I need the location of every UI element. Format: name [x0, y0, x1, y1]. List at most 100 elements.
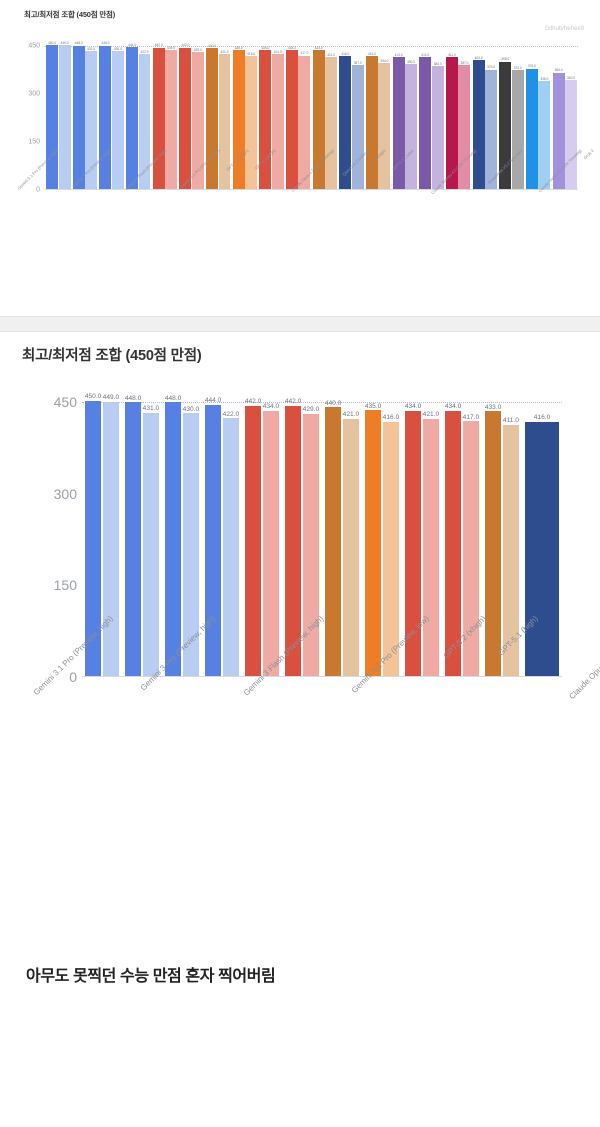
bar-value-label: 422.0 [223, 412, 240, 419]
bar-low[interactable]: 390.0 [405, 64, 417, 189]
x-axis-label-slot: Gemini 3 Pro (Preview, high) [109, 614, 211, 623]
x-axis-label-slot: Gemini 3 Flash (Preview, high) [210, 614, 319, 623]
bar-value-label: 387.0 [460, 62, 468, 65]
bar-value-label: 442.0 [181, 44, 189, 47]
bar-low[interactable]: 422.0 [223, 418, 239, 676]
x-axis-label-slot: GPT-5.2 (xhigh) [217, 148, 246, 153]
bar-low[interactable]: 449.0 [59, 45, 71, 189]
bar-low[interactable]: 384.0 [432, 66, 444, 189]
bar-high[interactable]: 434.0 [259, 50, 271, 189]
bar-low[interactable]: 421.0 [272, 54, 284, 189]
bar-value-label: 336.0 [540, 78, 548, 81]
bar-group[interactable]: 435.0416.0 [362, 402, 402, 676]
bar-high[interactable]: 433.0 [485, 411, 501, 676]
bar-value-label: 440.0 [325, 401, 342, 408]
bar-group[interactable]: 434.0417.0 [285, 46, 312, 189]
bar-low[interactable]: 416.0 [383, 422, 399, 676]
x-axis-label-slot: Gemini 3 Flash (Preview, high) [108, 148, 164, 153]
bar-value-label: 444.0 [128, 44, 136, 47]
bar-value-label: 416.0 [383, 415, 400, 422]
x-axis-label-slot: DeepSeek-V3.2 Specialer [473, 148, 520, 153]
bar-low[interactable]: 430.0 [112, 51, 124, 189]
bar-value-label: 387.0 [354, 62, 362, 65]
bar-group[interactable]: 376.0336.0 [525, 46, 552, 189]
bar-low[interactable]: 421.0 [423, 419, 439, 676]
bar-group[interactable]: 442.0434.0 [242, 402, 282, 676]
bar-value-label: 376.0 [528, 65, 536, 68]
bar-value-label: 417.0 [300, 52, 308, 55]
bar-high[interactable]: 444.0 [205, 405, 221, 676]
bar-group[interactable]: 450.0449.0 [45, 46, 72, 189]
bar-low[interactable]: 434.0 [165, 50, 177, 189]
bar-high[interactable]: 450.0 [46, 45, 58, 189]
bar-low[interactable]: 434.0 [263, 411, 279, 676]
x-axis-label-slot: Gemini 3.1 Pro (Preview, high) [0, 148, 56, 153]
bar-high[interactable]: 434.0 [286, 50, 298, 189]
bar-value-label: 450.0 [85, 394, 102, 401]
bar-high[interactable]: 442.0 [245, 406, 261, 676]
bar-value-label: 433.0 [315, 47, 323, 50]
bar-group[interactable]: 448.0431.0 [122, 402, 162, 676]
bar-value-label: 429.0 [194, 49, 202, 52]
bar-value-label: 448.0 [101, 42, 109, 45]
bar-group[interactable]: 440.0421.0 [322, 402, 362, 676]
bar-low[interactable]: 340.0 [565, 80, 577, 189]
bar-low[interactable]: 387.0 [458, 65, 470, 189]
bar-value-label: 434.0 [261, 47, 269, 50]
bar-group[interactable]: 412.0384.0 [418, 46, 445, 189]
bar-group[interactable]: 416.0 [522, 402, 562, 676]
bar-group[interactable]: 444.0422.0 [202, 402, 242, 676]
bar-group[interactable]: 403.0373.0 [472, 46, 499, 189]
bar-high[interactable]: 440.0 [325, 407, 341, 676]
bar-high[interactable]: 448.0 [73, 46, 85, 189]
chart-bottom-bars: 450.0449.0448.0431.0448.0430.0444.0422.0… [82, 402, 562, 676]
bar-high[interactable]: 415.0 [366, 56, 378, 189]
bar-value-label: 384.0 [434, 63, 442, 66]
bar-low[interactable]: 394.0 [378, 63, 390, 189]
bar-high[interactable]: 403.0 [473, 60, 485, 189]
bar-high[interactable]: 435.0 [233, 50, 245, 189]
bar-low[interactable]: 411.0 [325, 57, 337, 189]
x-axis-label-slot: GPT-5.1 Codex [383, 148, 411, 153]
bar-low[interactable]: 372.0 [512, 70, 524, 189]
bar-value-label: 442.0 [245, 399, 262, 406]
bar-low[interactable]: 336.0 [538, 81, 550, 189]
bar-group[interactable]: 442.0434.0 [152, 46, 179, 189]
bar-value-label: 434.0 [405, 404, 422, 411]
bar-high[interactable]: 416.0 [525, 422, 559, 676]
footer-space [0, 986, 600, 1026]
bar-value-label: 430.0 [114, 48, 122, 51]
bar-low[interactable]: 421.0 [343, 419, 359, 676]
x-axis-label-slot: Grok 4 [579, 148, 591, 153]
bar-high[interactable]: 440.0 [206, 48, 218, 189]
bar-high[interactable]: 448.0 [165, 402, 181, 676]
bar-group[interactable]: 434.0 421.0 [258, 46, 285, 189]
bar-high[interactable]: 435.0 [365, 410, 381, 676]
chart-top-xlabels: Gemini 3.1 Pro (Preview, high)Gemini 3 P… [0, 148, 600, 153]
bar-high[interactable]: 442.0 [179, 48, 191, 189]
bar-group[interactable]: 448.0430.0 [98, 46, 125, 189]
bar-low[interactable]: 449.0 [103, 402, 119, 676]
bar-value-label: 431.0 [87, 48, 95, 51]
chart-top-watermark: Github/hehee9 [545, 26, 584, 32]
bar-value-label: 421.0 [220, 51, 228, 54]
bar-low[interactable]: 387.0 [352, 65, 364, 189]
bar-value-label: 434.0 [263, 404, 280, 411]
bar-high[interactable]: 376.0 [526, 69, 538, 189]
bar-value-label: 340.0 [567, 77, 575, 80]
y-axis-tick-label: 150 [54, 577, 82, 593]
bar-value-label: 421.0 [274, 51, 282, 54]
bar-value-label: 444.0 [205, 398, 222, 405]
y-axis-tick-label: 450 [28, 43, 45, 50]
bar-low[interactable]: 431.0 [143, 413, 159, 676]
bar-value-label: 411.0 [503, 418, 519, 425]
bar-high[interactable]: 448.0 [125, 402, 141, 676]
bar-group[interactable]: 415.0394.0 [365, 46, 392, 189]
bar-high[interactable]: 444.0 [126, 47, 138, 189]
bar-high[interactable]: 412.0 [419, 57, 431, 189]
bar-high[interactable]: 442.0 [153, 48, 165, 189]
bar-value-label: 421.0 [423, 412, 440, 419]
bar-value-label: 421.0 [343, 412, 360, 419]
bar-high[interactable]: 448.0 [99, 46, 111, 189]
bar-value-label: 411.0 [327, 54, 335, 57]
